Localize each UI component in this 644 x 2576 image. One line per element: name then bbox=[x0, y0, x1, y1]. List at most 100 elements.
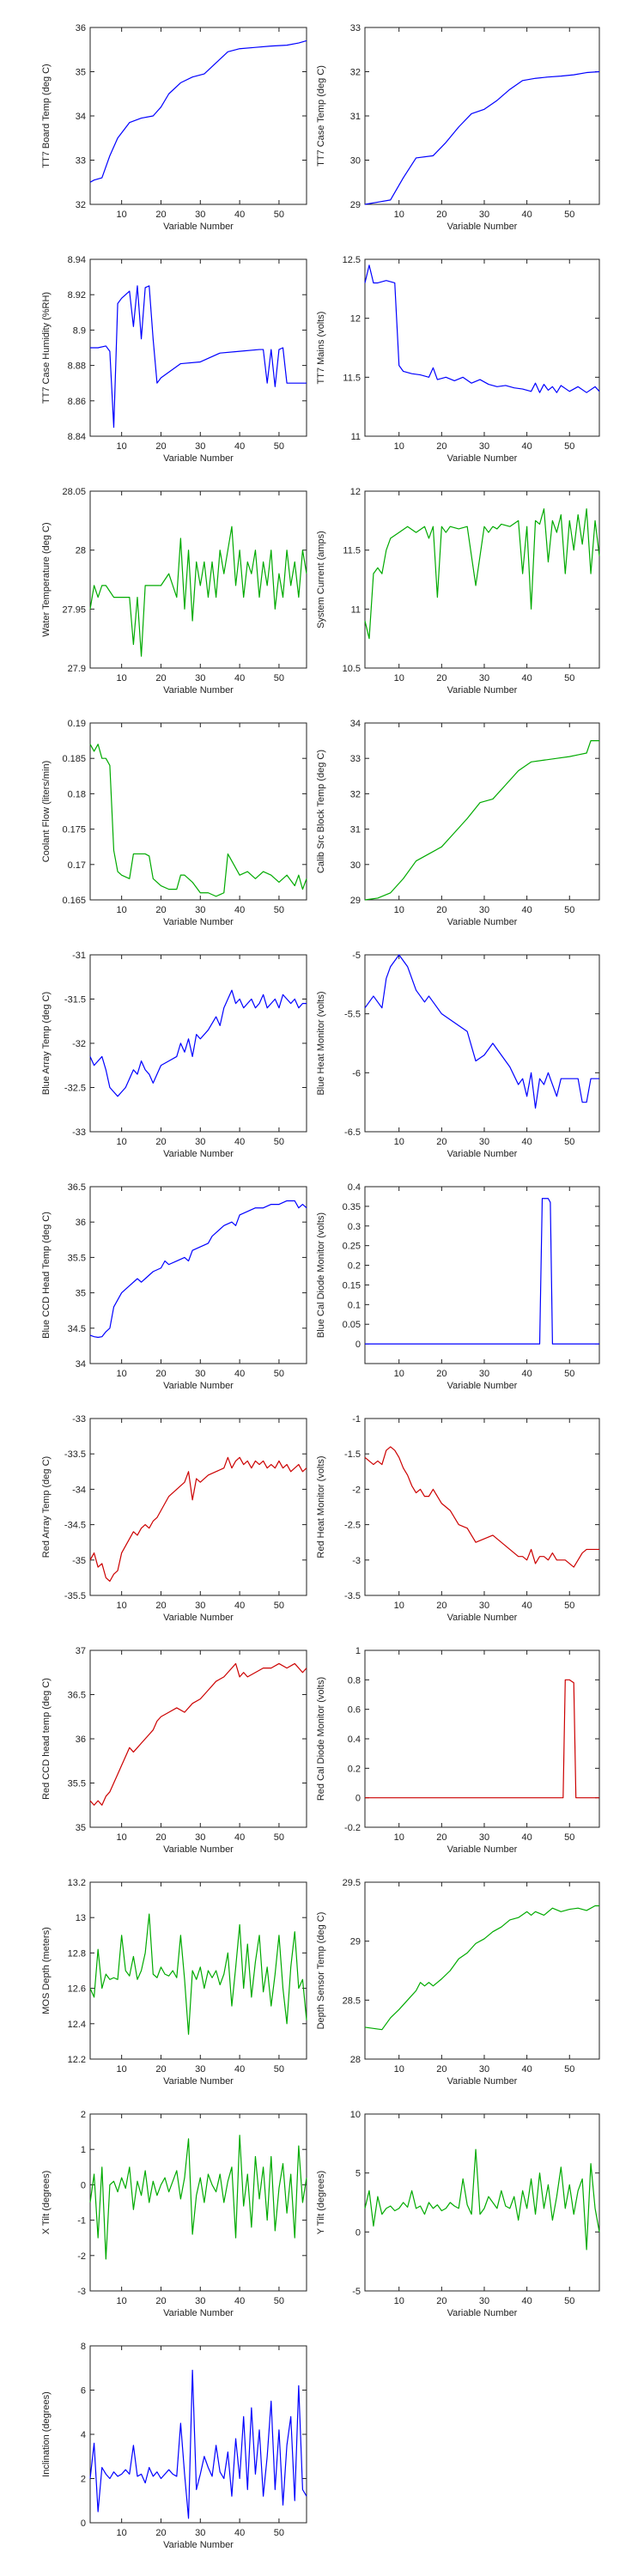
x-axis-label: Variable Number bbox=[163, 1149, 234, 1159]
y-tick-label: -33 bbox=[72, 1414, 86, 1425]
y-tick-label: 11.5 bbox=[343, 373, 361, 383]
chart-panel-4: 10 20 30 40 50 11 11.5 12 12.5 Variable Number TT7… bbox=[316, 255, 600, 464]
x-tick-label: 50 bbox=[274, 2528, 284, 2538]
y-tick-label: 36 bbox=[76, 23, 86, 33]
x-tick-label: 10 bbox=[117, 1601, 127, 1611]
y-tick-label: -32 bbox=[72, 1039, 86, 1049]
y-tick-label: 35.5 bbox=[68, 1779, 86, 1789]
plot-frame bbox=[364, 258, 600, 437]
y-axis-label: TT7 Case Temp (deg C) bbox=[316, 65, 326, 167]
x-tick-label: 10 bbox=[394, 1601, 404, 1611]
x-tick-label: 30 bbox=[479, 905, 489, 915]
x-tick-label: 30 bbox=[479, 1137, 489, 1147]
x-tick-label: 40 bbox=[234, 441, 245, 452]
x-tick-label: 40 bbox=[521, 2296, 532, 2306]
x-tick-label: 50 bbox=[274, 905, 284, 915]
plot-frame bbox=[89, 1186, 307, 1364]
x-tick-label: 50 bbox=[274, 1832, 284, 1843]
y-tick-label: 0.05 bbox=[343, 1320, 361, 1330]
x-axis-label: Variable Number bbox=[447, 685, 518, 696]
y-tick-label: -6 bbox=[352, 1068, 361, 1078]
chart-panel-15: 10 20 30 40 50 35 35.5 36 36.5 37 Variable Number R… bbox=[41, 1646, 307, 1855]
x-axis-label: Variable Number bbox=[447, 1613, 518, 1623]
y-axis-label: Blue Array Temp (deg C) bbox=[41, 992, 52, 1095]
x-tick-label: 50 bbox=[564, 2064, 574, 2075]
x-tick-label: 40 bbox=[521, 2064, 532, 2075]
y-tick-label: 30 bbox=[350, 156, 361, 167]
series-line bbox=[364, 70, 600, 205]
x-tick-label: 50 bbox=[274, 1137, 284, 1147]
y-tick-label: 0.15 bbox=[343, 1280, 361, 1291]
x-axis-label: Variable Number bbox=[447, 1381, 518, 1391]
plot-frame bbox=[364, 722, 600, 901]
y-tick-label: 33 bbox=[350, 23, 361, 33]
x-axis-label: Variable Number bbox=[163, 453, 234, 464]
y-tick-label: 0.185 bbox=[62, 754, 86, 764]
x-tick-label: 30 bbox=[479, 1832, 489, 1843]
x-tick-label: 20 bbox=[436, 673, 447, 683]
series-line bbox=[89, 989, 307, 1097]
x-axis-label: Variable Number bbox=[447, 453, 518, 464]
x-tick-label: 50 bbox=[274, 1369, 284, 1379]
y-tick-label: 0.4 bbox=[348, 1182, 361, 1193]
y-tick-label: 0.3 bbox=[348, 1222, 361, 1232]
chart-panel-7: 10 20 30 40 50 0.165 0.17 0.175 0.18 0.185 0.19 Var… bbox=[41, 719, 307, 927]
x-axis-label: Variable Number bbox=[163, 1613, 234, 1623]
x-tick-label: 40 bbox=[234, 1832, 245, 1843]
x-tick-label: 30 bbox=[479, 2064, 489, 2075]
y-tick-label: 8.92 bbox=[68, 290, 86, 301]
y-tick-label: 0.25 bbox=[343, 1242, 361, 1252]
chart-panel-16: 10 20 30 40 50 -0.2 0 0.2 0.4 0.6 0.8 1 Variable Num… bbox=[316, 1646, 600, 1855]
y-tick-label: 0.1 bbox=[348, 1300, 361, 1310]
y-axis-label: Red Cal Diode Monitor (volts) bbox=[316, 1677, 326, 1801]
chart-panel-2: 10 20 30 40 50 29 30 31 32 33 Variable Number TT7 C… bbox=[316, 23, 600, 232]
y-tick-label: 31 bbox=[350, 825, 361, 835]
x-axis-label: Variable Number bbox=[163, 222, 234, 232]
x-tick-label: 50 bbox=[274, 2064, 284, 2075]
series-line bbox=[365, 1679, 599, 1799]
series-line bbox=[89, 2135, 307, 2260]
x-tick-label: 50 bbox=[564, 1601, 574, 1611]
x-tick-label: 10 bbox=[117, 1832, 127, 1843]
plot-frame bbox=[89, 1649, 307, 1828]
x-tick-label: 50 bbox=[274, 441, 284, 452]
y-tick-label: 34 bbox=[76, 1359, 86, 1370]
chart-panel-14: 10 20 30 40 50 -3.5 -3 -2.5 -2 -1.5 -1 Variable Num… bbox=[316, 1414, 600, 1623]
x-axis-label: Variable Number bbox=[447, 2076, 518, 2087]
y-tick-label: 5 bbox=[355, 2169, 361, 2179]
chart-panel-17: 10 20 30 40 50 12.2 12.4 12.6 12.8 13 13.2 Variable… bbox=[41, 1878, 307, 2087]
series-line bbox=[89, 1456, 307, 1583]
x-tick-label: 40 bbox=[234, 1601, 245, 1611]
x-tick-label: 50 bbox=[564, 2296, 574, 2306]
y-tick-label: 29 bbox=[350, 896, 361, 906]
y-axis-label: Coolant Flow (liters/min) bbox=[41, 761, 52, 863]
x-tick-label: 20 bbox=[436, 1137, 447, 1147]
plot-frame bbox=[364, 1418, 600, 1596]
series-line bbox=[365, 1198, 599, 1345]
x-tick-label: 40 bbox=[521, 1601, 532, 1611]
y-axis-label: TT7 Case Humidity (%RH) bbox=[41, 292, 52, 404]
y-axis-label: System Current (amps) bbox=[316, 531, 326, 629]
chart-panel-5: 10 20 30 40 50 27.9 27.95 28 28.05 Variable Numbe… bbox=[41, 487, 307, 696]
plot-frame bbox=[364, 27, 600, 205]
plot-frame bbox=[89, 2345, 307, 2524]
x-axis-label: Variable Number bbox=[163, 917, 234, 927]
y-axis-label: Blue CCD Head Temp (deg C) bbox=[41, 1212, 52, 1339]
x-tick-label: 40 bbox=[521, 1369, 532, 1379]
y-tick-label: 28.05 bbox=[62, 487, 86, 497]
plot-frame bbox=[89, 27, 307, 205]
y-tick-label: -3 bbox=[77, 2287, 86, 2297]
y-tick-label: 34 bbox=[76, 112, 86, 122]
y-tick-label: 36 bbox=[76, 1735, 86, 1745]
x-axis-label: Variable Number bbox=[447, 222, 518, 232]
y-tick-label: -34.5 bbox=[64, 1521, 86, 1531]
x-axis-label: Variable Number bbox=[447, 1844, 518, 1855]
chart-panel-9: 10 20 30 40 50 -33 -32.5 -32 -31.5 -31 Variable Nu… bbox=[41, 951, 307, 1159]
y-tick-label: 13.2 bbox=[68, 1878, 86, 1888]
x-tick-label: 40 bbox=[234, 1137, 245, 1147]
x-tick-label: 20 bbox=[155, 2296, 166, 2306]
series-line bbox=[89, 2369, 307, 2519]
x-tick-label: 50 bbox=[274, 1601, 284, 1611]
x-tick-label: 40 bbox=[521, 210, 532, 220]
y-tick-label: 36 bbox=[76, 1218, 86, 1228]
